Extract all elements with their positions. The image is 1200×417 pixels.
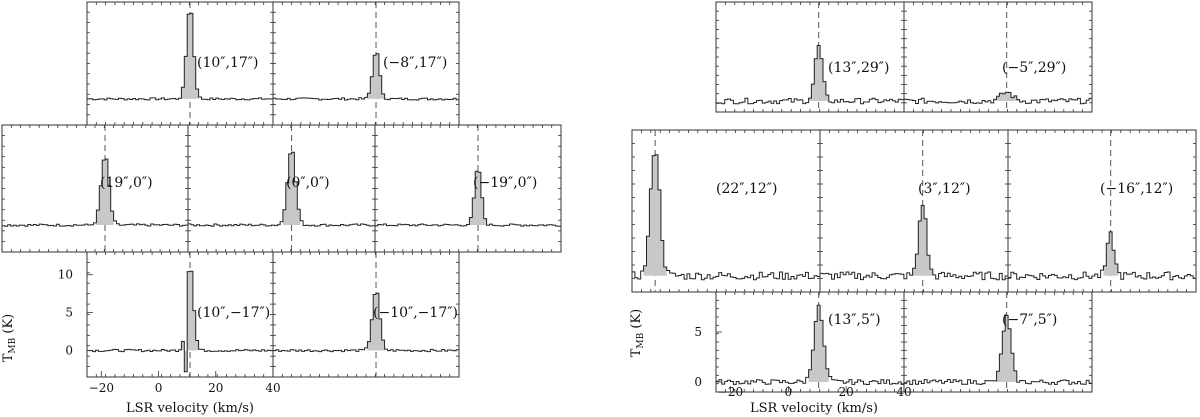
position-label: (−8″,17″) — [383, 55, 447, 71]
spectrum-panel: (13″,29″) — [715, 1, 905, 113]
x-tick-label: 40 — [265, 381, 280, 395]
panel-frame — [819, 129, 1009, 293]
spectrum-panel: (−19″,0″) — [374, 124, 562, 253]
x-tick-label: −20 — [89, 381, 114, 395]
position-label: (3″,12″) — [918, 181, 971, 197]
position-label: (22″,12″) — [716, 181, 777, 197]
spectrum-panel: (19″,0″) — [1, 124, 189, 253]
spectrum-panel: (−5″,29″) — [903, 1, 1093, 113]
line-emission-fill — [643, 154, 667, 276]
y-axis-label: TMB (K) — [629, 309, 646, 358]
spectrum-line — [273, 53, 459, 101]
panel-frame — [715, 1, 905, 113]
line-emission-fill — [469, 171, 487, 226]
spectrum-line — [820, 205, 1008, 281]
spectrum-line — [273, 292, 459, 353]
y-axis-label-unit: (K) — [1, 314, 16, 338]
y-axis-label-sub: MB — [8, 337, 18, 353]
spectrum-panel: (13″,5″) — [715, 291, 905, 393]
y-axis-label-unit: (K) — [629, 309, 644, 333]
spectrum-line — [1008, 231, 1196, 281]
line-emission-fill — [181, 271, 199, 372]
spectrum-line — [716, 45, 904, 105]
line-emission-fill — [808, 305, 829, 382]
x-tick-label: 0 — [155, 381, 163, 395]
y-tick-label: 5 — [65, 306, 73, 320]
panel-frame — [187, 124, 376, 253]
x-tick-label: 20 — [839, 385, 854, 399]
position-label: (13″,5″) — [828, 312, 881, 328]
line-emission-fill — [912, 205, 933, 276]
x-axis-label: LSR velocity (km/s) — [750, 401, 878, 416]
position-label: (−19″,0″) — [473, 175, 537, 191]
line-emission-fill — [282, 152, 301, 226]
spectrum-panel: (0″,0″) — [187, 124, 376, 253]
line-emission-fill — [367, 53, 385, 99]
position-label: (0″,0″) — [286, 175, 330, 191]
y-tick-label: 10 — [58, 268, 73, 282]
y-tick-label: 0 — [694, 375, 702, 389]
x-tick-label: 0 — [784, 385, 792, 399]
spectrum-line — [716, 304, 904, 385]
position-label: (−16″,12″) — [1100, 181, 1173, 197]
x-tick-label: 40 — [896, 385, 911, 399]
line-emission-fill — [993, 92, 1020, 101]
position-label: (−10″,−17″) — [373, 305, 458, 321]
spectrum-line — [375, 170, 561, 227]
panel-frame — [1, 124, 189, 253]
spectrum-line — [2, 158, 188, 227]
y-tick-label: 5 — [694, 325, 702, 339]
x-axis-label: LSR velocity (km/s) — [126, 401, 254, 416]
line-emission-fill — [808, 45, 829, 101]
line-emission-fill — [367, 293, 385, 351]
spectrum-line — [904, 91, 1092, 105]
left-spectra-group: (10″,17″) (−8″,17″) (19″,0″) (0″,0″) (−19″,0… — [1, 1, 562, 416]
position-label: (13″,29″) — [828, 60, 889, 76]
y-axis-label: TMB (K) — [1, 314, 18, 363]
y-axis-label-sub: MB — [636, 332, 646, 348]
position-label: (−5″,29″) — [1002, 60, 1066, 76]
x-tick-label: −20 — [718, 385, 743, 399]
spectrum-panel: (3″,12″) — [819, 129, 1009, 293]
spectrum-panel: (−8″,17″) — [272, 1, 460, 126]
line-emission-fill — [1103, 231, 1118, 276]
right-spectra-group: (13″,29″) (−5″,29″) (22″,12″) (3″,12″) (−16″… — [629, 1, 1197, 416]
spectrum-line — [87, 12, 273, 101]
spectrum-panel: (10″,−17″) — [86, 251, 274, 378]
position-label: (19″,0″) — [100, 175, 153, 191]
panel-frame — [1007, 129, 1197, 293]
panel-frame — [903, 1, 1093, 113]
spectrum-line — [632, 154, 820, 281]
x-tick-label: 20 — [208, 381, 223, 395]
spectrum-panel: (22″,12″) — [631, 129, 821, 293]
line-emission-fill — [181, 13, 199, 99]
line-emission-fill — [96, 159, 114, 226]
spectrum-line — [188, 151, 375, 227]
y-axis-label-main: T — [629, 348, 644, 357]
position-label: (10″,−17″) — [197, 305, 270, 321]
position-label: (−7″,5″) — [1002, 312, 1057, 328]
spectrum-panel: (−7″,5″) — [903, 291, 1093, 393]
spectrum-panel: (−16″,12″) — [1007, 129, 1197, 293]
line-emission-fill — [996, 315, 1017, 382]
spectrum-panel: (−10″,−17″) — [272, 251, 460, 378]
position-label: (10″,17″) — [197, 55, 258, 71]
y-tick-label: 0 — [65, 343, 73, 357]
spectrum-line — [87, 270, 273, 373]
y-axis-label-main: T — [1, 353, 16, 362]
spectrum-panel: (10″,17″) — [86, 1, 274, 126]
spectrum-line — [904, 315, 1092, 385]
